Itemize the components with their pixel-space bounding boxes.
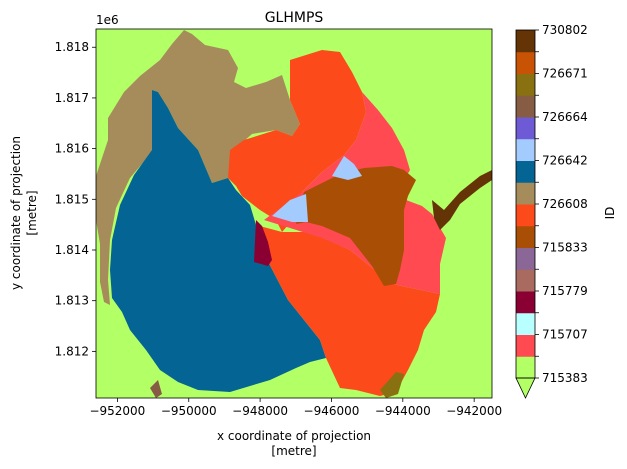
tan-region xyxy=(96,30,300,305)
colorbar-segment xyxy=(516,291,535,314)
colorbar-segment xyxy=(516,312,535,335)
x-axis-label: x coordinate of projection xyxy=(217,429,371,443)
colorbar-segment xyxy=(516,204,535,227)
red-orange-south-region xyxy=(256,225,440,396)
x-tick-label: −942000 xyxy=(446,404,502,418)
y-tick-label: 1.815 xyxy=(55,192,89,206)
colorbar-segment xyxy=(516,160,535,183)
colorbar-segment xyxy=(516,73,535,96)
light-blue-patch-2 xyxy=(272,194,308,222)
colorbar-segment xyxy=(516,117,535,140)
y-tick-label: 1.818 xyxy=(55,40,89,54)
y-tick-label: 1.813 xyxy=(55,294,89,308)
y-axis-label: y coordinate of projection xyxy=(9,136,23,290)
colorbar-segment xyxy=(516,225,535,248)
colorbar-tick-label: 726671 xyxy=(542,67,588,81)
light-blue-patch xyxy=(332,156,362,180)
x-tick-label: −946000 xyxy=(304,404,360,418)
colorbar-tick-label: 715779 xyxy=(542,284,588,298)
colorbar-tick-label: 715383 xyxy=(542,371,588,385)
dark-brown-region xyxy=(432,170,492,230)
colorbar-tick-label: 715833 xyxy=(542,241,588,255)
crimson-region xyxy=(254,220,272,266)
olive-patch xyxy=(380,372,404,398)
chart-title: GLHMPS xyxy=(265,10,324,26)
colorbar-segment xyxy=(516,334,535,357)
red-orange-region xyxy=(228,50,366,232)
colorbar-segment xyxy=(516,247,535,270)
x-axis-unit: [metre] xyxy=(271,444,316,458)
x-tick-label: −952000 xyxy=(89,404,145,418)
colorbar: 715383 715707 715779 715833 726608 726642 7266… xyxy=(515,23,588,399)
y-tick-label: 1.812 xyxy=(55,344,89,358)
y-tick-label: 1.814 xyxy=(55,243,89,257)
x-tick-label: −950000 xyxy=(161,404,217,418)
colorbar-tick-label: 726642 xyxy=(542,154,588,168)
colorbar-tick-label: 715707 xyxy=(542,328,588,342)
colorbar-tick-label: 726664 xyxy=(542,110,588,124)
brown-orange-region xyxy=(296,166,416,286)
colorbar-segment xyxy=(516,30,535,53)
colorbar-tick-label: 730802 xyxy=(542,23,588,37)
y-offset-label: 1e6 xyxy=(96,13,119,27)
colorbar-tick-label: 726608 xyxy=(542,197,588,211)
colorbar-extend-arrow xyxy=(515,377,536,399)
brown-patch xyxy=(150,380,162,398)
x-tick-label: −948000 xyxy=(232,404,288,418)
y-axis: 1.812 1.813 1.814 1.815 1.816 1.817 1.818 xyxy=(55,40,96,358)
colorbar-segment xyxy=(516,356,535,379)
colorbar-label: ID xyxy=(603,207,617,220)
map-plot-area xyxy=(96,29,492,398)
x-tick-label: −944000 xyxy=(375,404,431,418)
colorbar-segment xyxy=(516,138,535,161)
blue-region xyxy=(110,90,326,392)
y-tick-label: 1.816 xyxy=(55,142,89,156)
y-tick-label: 1.817 xyxy=(55,91,89,105)
x-axis: −952000 −950000 −948000 −946000 −944000 −9420… xyxy=(89,398,502,418)
colorbar-segment xyxy=(516,95,535,118)
y-axis-unit: [metre] xyxy=(25,190,39,235)
axes-frame xyxy=(95,28,493,399)
colorbar-segment xyxy=(516,51,535,74)
colorbar-segment xyxy=(516,182,535,205)
colorbar-segment xyxy=(516,269,535,292)
